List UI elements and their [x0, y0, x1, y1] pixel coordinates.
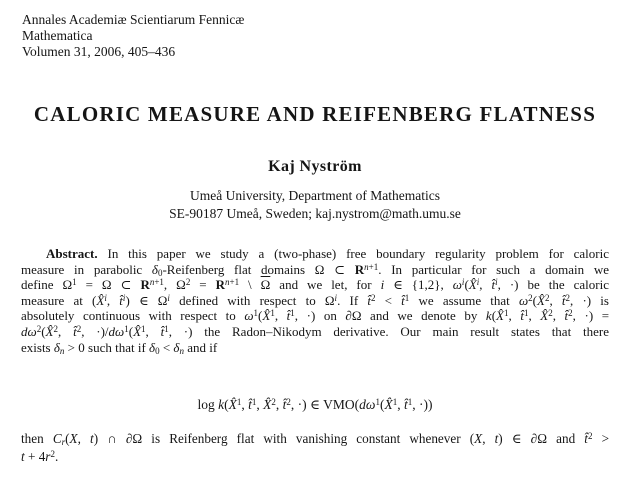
journal-name: Annales Academiæ Scientiarum Fennicæ — [22, 12, 245, 27]
abstract-line: define Ω1 = Ω ⊂ Rn+1, Ω2 = Rn+1 \ Ω and … — [21, 277, 609, 293]
journal-header: Annales Academiæ Scientiarum Fennicæ Mat… — [22, 12, 244, 60]
journal-volume: Volumen 31, 2006, 405–436 — [22, 44, 176, 59]
abstract-paragraph: Abstract. In this paper we study a (two-… — [21, 246, 609, 355]
closing-line: t + 4r2. — [21, 448, 59, 464]
abstract-line: dω2(X̂2, t̂2, ·)/dω1(X̂1, t̂1, ·) the Ra… — [21, 323, 609, 339]
author-affiliation: Umeå University, Department of Mathemati… — [190, 188, 440, 203]
display-equation: log k(X̂1, t̂1, X̂2, t̂2, ·) ∈ VMO(dω1(X… — [197, 397, 433, 412]
abstract-line: exists δn > 0 such that if δ0 < δn and i… — [21, 339, 218, 356]
journal-series: Mathematica — [22, 28, 93, 43]
abstract-line: measure at (X̂i, t̂i) ∈ Ωi defined with … — [21, 292, 609, 308]
author-name: Kaj Nyström — [268, 158, 362, 175]
closing-paragraph: then Cr(X, t) ∩ ∂Ω is Reifenberg flat wi… — [21, 430, 609, 465]
paper-title: CALORIC MEASURE AND REIFENBERG FLATNESS — [33, 102, 597, 126]
abstract-line: absolutely continuous with respect to ω1… — [21, 308, 610, 324]
abstract-line: measure in parabolic δ0-Reifenberg flat … — [21, 261, 609, 278]
abstract-line: Abstract. In this paper we study a (two-… — [46, 246, 609, 261]
author-contact: SE-90187 Umeå, Sweden; kaj.nystrom@math.… — [169, 206, 461, 221]
closing-line: then Cr(X, t) ∩ ∂Ω is Reifenberg flat wi… — [21, 431, 610, 447]
